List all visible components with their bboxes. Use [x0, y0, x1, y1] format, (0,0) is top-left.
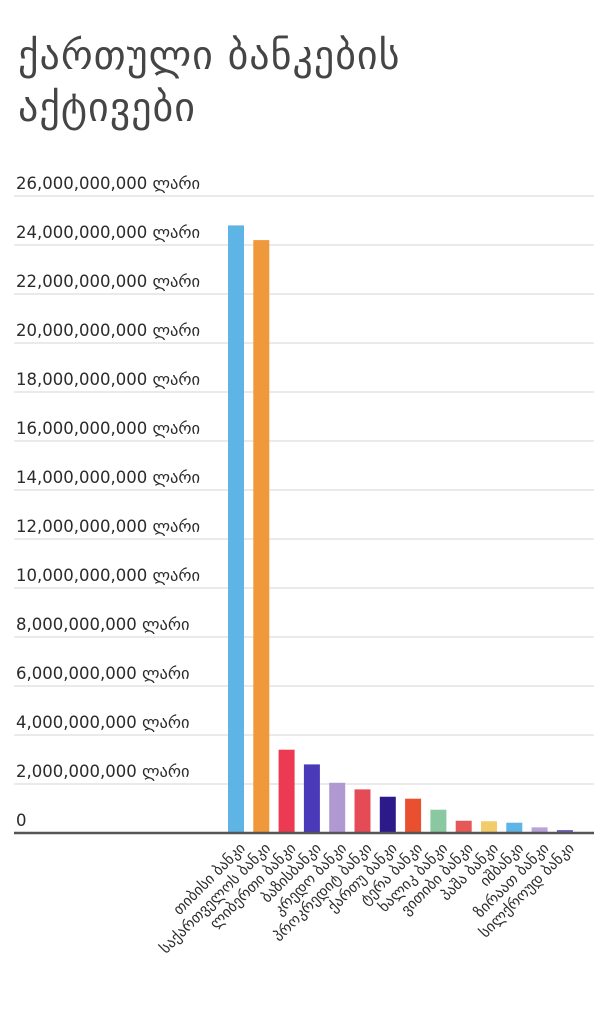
- y-tick-label: 20,000,000,000 ლარი: [16, 321, 200, 340]
- y-tick-label: 10,000,000,000 ლარი: [16, 566, 200, 585]
- y-tick-label: 6,000,000,000 ლარი: [16, 664, 190, 683]
- bar: [379, 796, 396, 833]
- bar: [354, 789, 371, 833]
- y-tick-label: 18,000,000,000 ლარი: [16, 370, 200, 389]
- bar: [253, 240, 270, 834]
- y-tick-label: 24,000,000,000 ლარი: [16, 223, 200, 242]
- bar: [556, 830, 573, 833]
- bar: [455, 820, 472, 833]
- bar: [506, 822, 523, 833]
- bar: [481, 821, 497, 833]
- y-tick-label: 12,000,000,000 ლარი: [16, 517, 200, 536]
- bar: [228, 225, 244, 833]
- y-tick-label: 4,000,000,000 ლარი: [16, 713, 190, 732]
- bar: [430, 809, 447, 833]
- y-tick-label: 26,000,000,000 ლარი: [16, 174, 200, 193]
- bar: [303, 764, 320, 833]
- x-tick-label: საქართველოს ბანკი: [156, 839, 274, 957]
- y-tick-label: 16,000,000,000 ლარი: [16, 419, 200, 438]
- bar: [531, 827, 548, 833]
- chart-title: ქართული ბანკების აქტივები: [18, 33, 401, 131]
- y-tick-label: 0: [16, 811, 27, 830]
- y-tick-label: 14,000,000,000 ლარი: [16, 468, 200, 487]
- y-tick-label: 22,000,000,000 ლარი: [16, 272, 200, 291]
- bar: [278, 749, 295, 833]
- y-tick-label: 8,000,000,000 ლარი: [16, 615, 190, 634]
- bar: [405, 798, 422, 833]
- y-tick-label: 2,000,000,000 ლარი: [16, 762, 190, 781]
- bar: [329, 782, 346, 833]
